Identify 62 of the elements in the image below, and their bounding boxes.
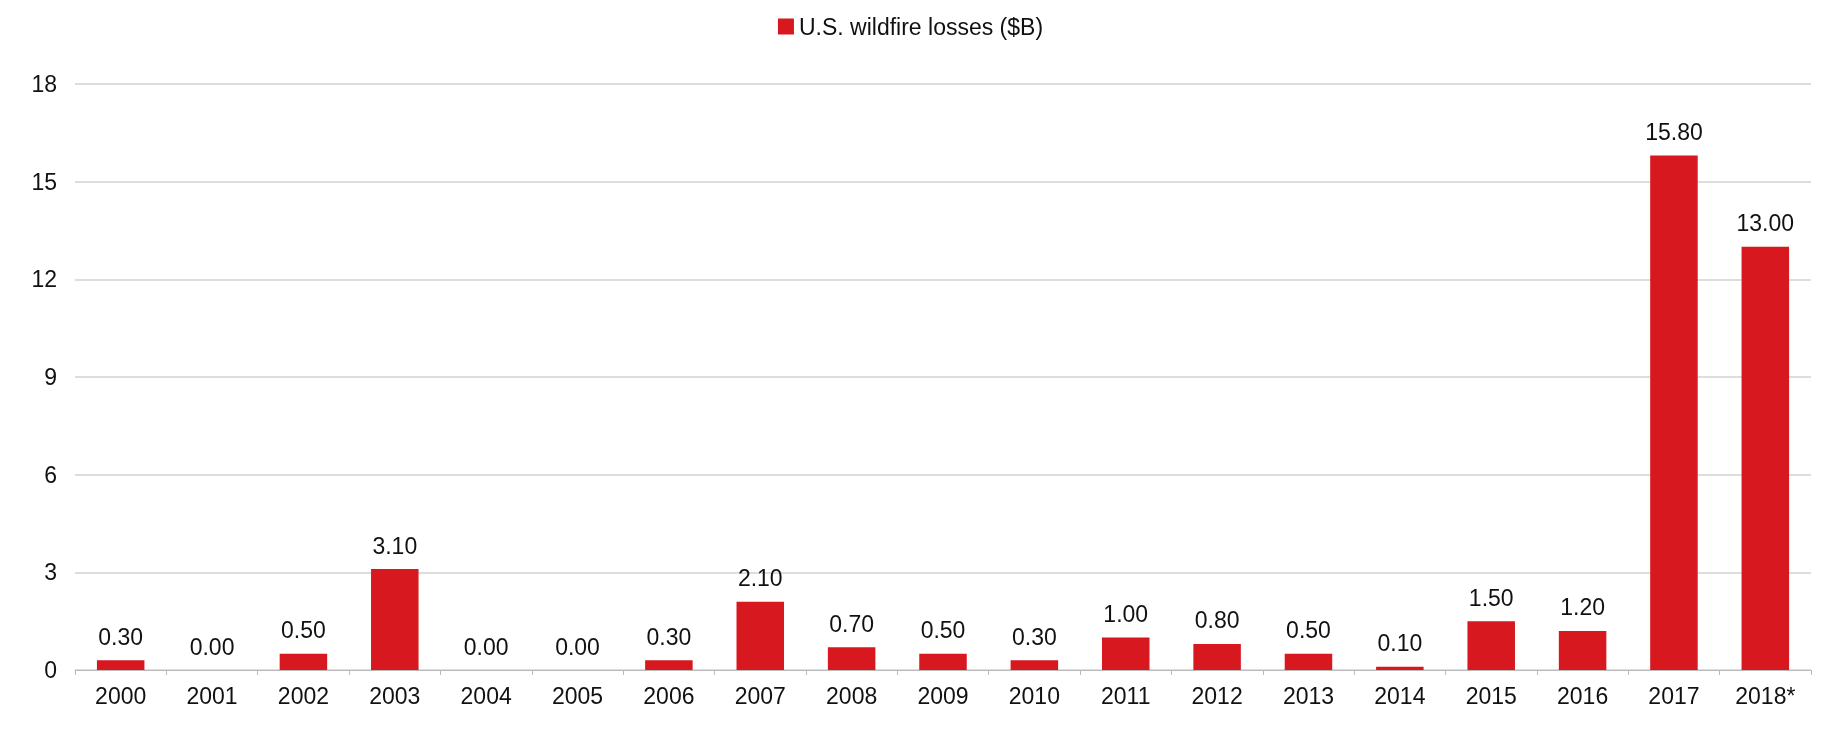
x-tick-label: 2005	[551, 682, 604, 709]
bar	[827, 647, 876, 670]
bar	[279, 653, 328, 670]
y-tick-label: 3	[44, 559, 57, 586]
x-tick-label: 2002	[277, 682, 330, 709]
bar	[1467, 621, 1515, 670]
data-label: 1.00	[1103, 600, 1149, 627]
x-tick-label: 2015	[1465, 682, 1517, 709]
bar	[1193, 643, 1241, 670]
bar	[1010, 660, 1059, 670]
data-label: 0.30	[98, 623, 144, 650]
y-tick-label: 12	[31, 266, 57, 293]
data-label: 0.30	[1011, 623, 1057, 650]
bar	[919, 653, 967, 670]
bar	[1558, 630, 1607, 670]
data-label: 15.80	[1645, 119, 1703, 146]
y-tick-label: 15	[31, 168, 57, 195]
data-label: 1.20	[1560, 594, 1605, 621]
x-tick-label: 2001	[186, 682, 238, 709]
data-label: 13.00	[1736, 210, 1795, 237]
y-tick-label: 18	[31, 71, 57, 97]
x-tick-label: 2017	[1648, 682, 1700, 709]
y-tick-label: 9	[44, 364, 57, 390]
data-label: 0.50	[1286, 617, 1331, 644]
data-label: 2.10	[737, 565, 783, 592]
x-tick-label: 2007	[734, 682, 786, 709]
data-label: 0.70	[829, 610, 875, 637]
legend-label: U.S. wildfire losses ($B)	[798, 13, 1044, 40]
bar	[1284, 653, 1333, 670]
bar	[645, 660, 693, 670]
bar	[371, 569, 419, 670]
data-label: 0.00	[463, 633, 509, 660]
bar	[1376, 666, 1424, 670]
data-label: 0.10	[1377, 630, 1423, 657]
data-label: 0.30	[646, 623, 692, 650]
data-label: 3.10	[372, 532, 418, 559]
data-label: 0.50	[920, 617, 966, 644]
data-label: 0.50	[281, 617, 326, 644]
x-tick-label: 2004	[460, 682, 512, 709]
x-tick-label: 2011	[1101, 682, 1151, 709]
x-tick-label: 2003	[369, 682, 421, 709]
x-tick-label: 2018*	[1735, 682, 1796, 709]
bar	[1741, 246, 1790, 670]
x-tick-label: 2006	[643, 682, 695, 709]
x-tick-label: 2008	[826, 682, 878, 709]
data-label: 0.00	[189, 633, 235, 660]
x-tick-label: 2010	[1008, 682, 1060, 709]
bar	[96, 660, 145, 670]
x-tick-label: 2012	[1191, 682, 1243, 709]
x-tick-label: 2009	[917, 682, 969, 709]
data-label: 0.00	[555, 633, 600, 660]
x-tick-label: 2013	[1282, 682, 1335, 709]
x-tick-label: 2016	[1556, 682, 1609, 709]
bar	[1650, 155, 1698, 670]
x-tick-label: 2014	[1374, 682, 1426, 709]
data-label: 1.50	[1468, 584, 1514, 611]
y-tick-label: 6	[44, 461, 57, 488]
x-tick-label: 2000	[95, 682, 147, 709]
bar	[1101, 637, 1150, 670]
data-label: 0.80	[1194, 607, 1240, 634]
bar	[736, 601, 785, 670]
y-tick-label: 0	[44, 657, 57, 683]
